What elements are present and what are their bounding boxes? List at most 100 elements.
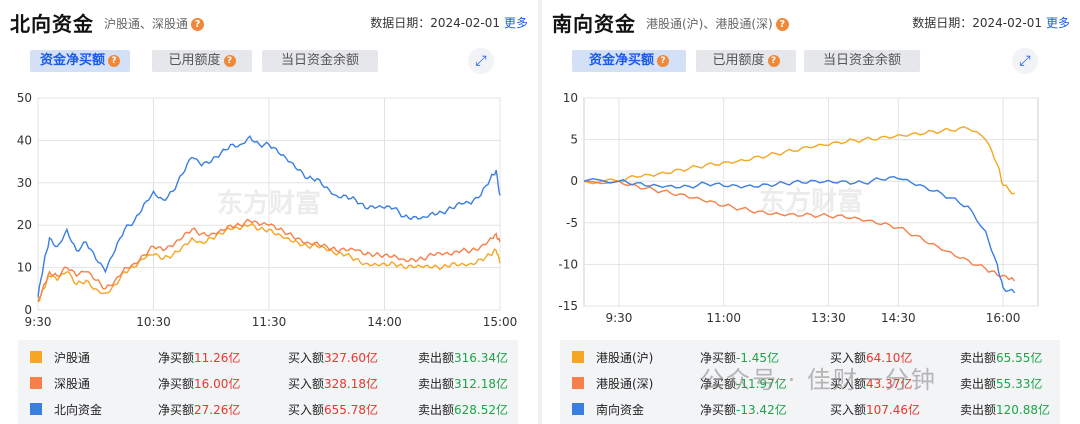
legend-swatch [572, 403, 584, 415]
expand-icon[interactable]: ⤢ [1012, 48, 1038, 74]
help-icon[interactable]: ? [657, 54, 669, 67]
legend-buy_label: 买入额64.10亿 [830, 349, 912, 366]
legend-row[interactable]: 南向资金 净买额-13.42亿 买入额107.46亿 卖出额120.88亿 [560, 396, 1060, 422]
y-tick-label: 50 [17, 91, 32, 105]
south-title: 南向资金 [552, 12, 636, 36]
legend-row[interactable]: 沪股通 净买额11.26亿 买入额327.60亿 卖出额316.34亿 [18, 344, 518, 370]
legend-field-label: 净买额 [700, 403, 737, 417]
chart-watermark: 东方财富 [759, 186, 863, 217]
y-tick-label: 10 [17, 261, 32, 275]
south-header: 南向资金 港股通(沪)、港股通(深)? 数据日期：2024-02-01 更多 [552, 8, 1070, 38]
legend-field-value: 316.34亿 [454, 351, 509, 365]
y-tick-label: -5 [566, 216, 578, 230]
north-subtitle: 沪股通、深股通? [104, 15, 205, 32]
help-icon[interactable]: ? [223, 54, 236, 67]
north-tab-net-buy[interactable]: 资金净买额? [30, 50, 130, 72]
legend-buy_label: 买入额43.37亿 [830, 375, 912, 392]
legend-field-value: -11.97亿 [736, 377, 787, 391]
north-title: 北向资金 [10, 12, 94, 36]
legend-net_label: 净买额-13.42亿 [700, 401, 787, 418]
x-tick-label: 10:30 [136, 315, 171, 329]
y-tick-label: -15 [558, 299, 578, 313]
y-tick-label: 40 [17, 133, 32, 147]
series-line [37, 218, 501, 302]
legend-field-label: 买入额 [288, 403, 325, 417]
legend-row[interactable]: 港股通(深) 净买额-11.97亿 买入额43.37亿 卖出额55.33亿 [560, 370, 1060, 396]
tab-label: 资金净买额 [588, 53, 654, 68]
north-more-link[interactable]: 更多 [503, 16, 528, 30]
legend-field-value: 11.26亿 [194, 351, 241, 365]
north-tab-quota-used[interactable]: 已用额度? [152, 50, 252, 72]
legend-sell_label: 卖出额312.18亿 [418, 375, 508, 392]
legend-sell_label: 卖出额65.55亿 [960, 349, 1042, 366]
south-tab-net-buy[interactable]: 资金净买额? [572, 50, 686, 72]
legend-name: 北向资金 [54, 403, 103, 417]
legend-field-value: 43.37亿 [866, 377, 913, 391]
legend-net_label: 净买额11.26亿 [158, 349, 240, 366]
x-tick-label: 9:30 [605, 311, 632, 325]
legend-field-value: 655.78亿 [324, 403, 379, 417]
legend-field-value: 120.88亿 [996, 403, 1051, 417]
south-legend: 港股通(沪) 净买额-1.45亿 买入额64.10亿 卖出额65.55亿 港股通(深) 净… [560, 340, 1060, 424]
legend-swatch [30, 351, 42, 363]
legend-field-label: 净买额 [158, 377, 195, 391]
south-tab-balance[interactable]: 当日资金余额 [804, 50, 920, 72]
legend-sell_label: 卖出额628.52亿 [418, 401, 508, 418]
legend-field-label: 买入额 [830, 377, 867, 391]
legend-sell_label: 卖出额55.33亿 [960, 375, 1042, 392]
y-tick-label: 0 [24, 303, 32, 317]
legend-name: 港股通(沪) [596, 351, 654, 365]
legend-name: 沪股通 [54, 351, 91, 365]
expand-icon[interactable]: ⤢ [468, 48, 494, 74]
legend-field-value: 628.52亿 [454, 403, 509, 417]
legend-net_label: 净买额27.26亿 [158, 401, 240, 418]
series-line [583, 126, 1015, 195]
legend-field-value: 107.46亿 [866, 403, 921, 417]
x-tick-label: 11:30 [252, 315, 287, 329]
x-tick-label: 16:00 [986, 311, 1021, 325]
help-icon[interactable]: ? [767, 54, 780, 67]
x-tick-label: 14:30 [881, 311, 916, 325]
legend-field-value: -1.45亿 [736, 351, 780, 365]
legend-name: 南向资金 [596, 403, 645, 417]
tab-label: 已用额度 [168, 53, 221, 68]
tab-label: 资金净买额 [39, 53, 105, 68]
legend-field-value: 27.26亿 [194, 403, 241, 417]
legend-field-value: 64.10亿 [866, 351, 913, 365]
legend-field-label: 买入额 [830, 403, 867, 417]
legend-swatch [30, 403, 42, 415]
legend-sell_label: 卖出额120.88亿 [960, 401, 1050, 418]
x-tick-label: 13:30 [811, 311, 846, 325]
south-date: 数据日期：2024-02-01 更多 [912, 14, 1070, 31]
help-icon[interactable]: ? [775, 18, 789, 31]
y-tick-label: -10 [558, 257, 578, 271]
y-tick-label: 10 [563, 91, 578, 105]
legend-field-label: 买入额 [288, 377, 325, 391]
legend-field-value: 328.18亿 [324, 377, 379, 391]
legend-field-value: 65.55亿 [996, 351, 1043, 365]
south-subtitle-text: 港股通(沪)、港股通(深) [646, 17, 773, 31]
north-subtitle-text: 沪股通、深股通 [104, 17, 189, 31]
help-icon[interactable]: ? [191, 18, 205, 31]
legend-field-label: 卖出额 [960, 403, 997, 417]
legend-net_label: 净买额-11.97亿 [700, 375, 787, 392]
south-more-link[interactable]: 更多 [1045, 16, 1070, 30]
legend-field-label: 净买额 [700, 351, 737, 365]
legend-row[interactable]: 深股通 净买额16.00亿 买入额328.18亿 卖出额312.18亿 [18, 370, 518, 396]
legend-field-label: 卖出额 [960, 377, 997, 391]
north-tab-balance[interactable]: 当日资金余额 [262, 50, 378, 72]
legend-field-label: 卖出额 [418, 351, 455, 365]
legend-sell_label: 卖出额316.34亿 [418, 349, 508, 366]
south-tab-quota-used[interactable]: 已用额度? [696, 50, 796, 72]
legend-name: 深股通 [54, 377, 91, 391]
legend-field-label: 卖出额 [960, 351, 997, 365]
x-tick-label: 14:00 [367, 315, 402, 329]
legend-field-label: 净买额 [158, 351, 195, 365]
legend-row[interactable]: 港股通(沪) 净买额-1.45亿 买入额64.10亿 卖出额65.55亿 [560, 344, 1060, 370]
legend-buy_label: 买入额328.18亿 [288, 375, 378, 392]
legend-buy_label: 买入额107.46亿 [830, 401, 920, 418]
legend-field-value: 312.18亿 [454, 377, 509, 391]
legend-field-value: -13.42亿 [736, 403, 787, 417]
help-icon[interactable]: ? [108, 54, 120, 67]
legend-row[interactable]: 北向资金 净买额27.26亿 买入额655.78亿 卖出额628.52亿 [18, 396, 518, 422]
